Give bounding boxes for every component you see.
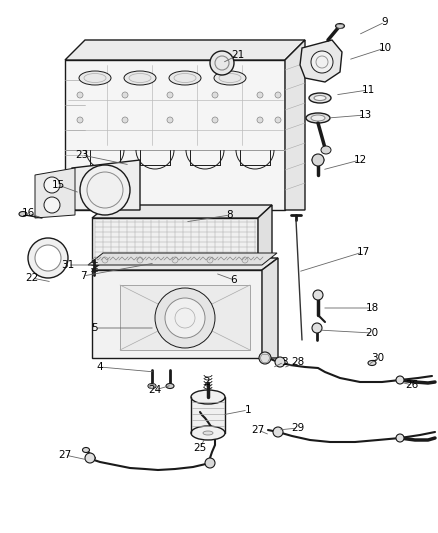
Circle shape [395, 434, 403, 442]
Text: 31: 31 [61, 260, 74, 270]
Circle shape [395, 376, 403, 384]
Text: 2: 2 [203, 377, 210, 387]
Text: 30: 30 [371, 353, 384, 363]
Ellipse shape [166, 384, 173, 389]
Polygon shape [258, 205, 272, 262]
Ellipse shape [79, 71, 111, 85]
Circle shape [256, 117, 262, 123]
Text: 27: 27 [251, 425, 264, 435]
Polygon shape [92, 270, 261, 358]
Polygon shape [299, 40, 341, 82]
Text: 1: 1 [244, 405, 251, 415]
Ellipse shape [82, 448, 89, 453]
Text: 3: 3 [280, 357, 286, 367]
Circle shape [212, 117, 218, 123]
Circle shape [35, 245, 61, 271]
Ellipse shape [313, 95, 325, 101]
Text: 25: 25 [193, 443, 206, 453]
Polygon shape [261, 258, 277, 358]
Circle shape [311, 323, 321, 333]
Polygon shape [92, 258, 277, 270]
Text: 17: 17 [356, 247, 369, 257]
Circle shape [205, 458, 215, 468]
Circle shape [166, 117, 173, 123]
Text: 8: 8 [226, 210, 233, 220]
Circle shape [274, 357, 284, 367]
Text: 26: 26 [404, 380, 418, 390]
Text: 20: 20 [364, 328, 378, 338]
Circle shape [166, 92, 173, 98]
Ellipse shape [124, 71, 155, 85]
Circle shape [137, 257, 143, 263]
Circle shape [28, 238, 68, 278]
Ellipse shape [305, 113, 329, 123]
Text: 10: 10 [378, 43, 391, 53]
Text: 18: 18 [364, 303, 378, 313]
Ellipse shape [191, 426, 225, 440]
Circle shape [44, 177, 60, 193]
Text: 21: 21 [231, 50, 244, 60]
Polygon shape [65, 60, 284, 210]
Ellipse shape [213, 71, 245, 85]
Circle shape [212, 92, 218, 98]
Circle shape [310, 51, 332, 73]
Circle shape [77, 117, 83, 123]
Circle shape [274, 92, 280, 98]
Text: 11: 11 [360, 85, 374, 95]
Polygon shape [35, 168, 75, 218]
Polygon shape [284, 40, 304, 210]
Text: 24: 24 [148, 385, 161, 395]
Polygon shape [88, 253, 276, 265]
Text: 23: 23 [75, 150, 88, 160]
Polygon shape [65, 40, 304, 60]
Text: 15: 15 [51, 180, 64, 190]
Text: 7: 7 [80, 271, 86, 281]
Text: 12: 12 [353, 155, 366, 165]
Text: 29: 29 [291, 423, 304, 433]
Circle shape [258, 352, 270, 364]
Ellipse shape [202, 431, 212, 435]
Circle shape [102, 257, 108, 263]
Circle shape [172, 257, 177, 263]
Circle shape [155, 288, 215, 348]
Circle shape [241, 257, 247, 263]
Circle shape [122, 92, 128, 98]
Circle shape [165, 298, 205, 338]
Circle shape [77, 92, 83, 98]
Circle shape [311, 154, 323, 166]
Text: 5: 5 [92, 323, 98, 333]
Ellipse shape [320, 146, 330, 154]
Text: 27: 27 [58, 450, 71, 460]
Ellipse shape [310, 115, 324, 121]
Text: 4: 4 [96, 362, 103, 372]
Text: 6: 6 [230, 275, 237, 285]
Bar [191, 397, 225, 433]
Polygon shape [72, 160, 140, 210]
Circle shape [274, 117, 280, 123]
Circle shape [44, 197, 60, 213]
Ellipse shape [308, 93, 330, 103]
Text: 16: 16 [21, 208, 35, 218]
Circle shape [256, 92, 262, 98]
Circle shape [209, 51, 233, 75]
Text: 9: 9 [381, 17, 388, 27]
Circle shape [207, 257, 212, 263]
Circle shape [85, 453, 95, 463]
Circle shape [312, 290, 322, 300]
Ellipse shape [367, 360, 375, 366]
Text: 22: 22 [25, 273, 39, 283]
Ellipse shape [19, 212, 27, 216]
Polygon shape [92, 205, 272, 218]
Ellipse shape [335, 23, 344, 28]
Polygon shape [92, 218, 258, 262]
Ellipse shape [191, 390, 225, 404]
Polygon shape [120, 285, 249, 350]
Circle shape [122, 117, 128, 123]
Ellipse shape [169, 71, 201, 85]
Text: 28: 28 [291, 357, 304, 367]
Circle shape [80, 165, 130, 215]
Text: 13: 13 [357, 110, 371, 120]
Ellipse shape [148, 384, 155, 389]
Circle shape [272, 427, 283, 437]
